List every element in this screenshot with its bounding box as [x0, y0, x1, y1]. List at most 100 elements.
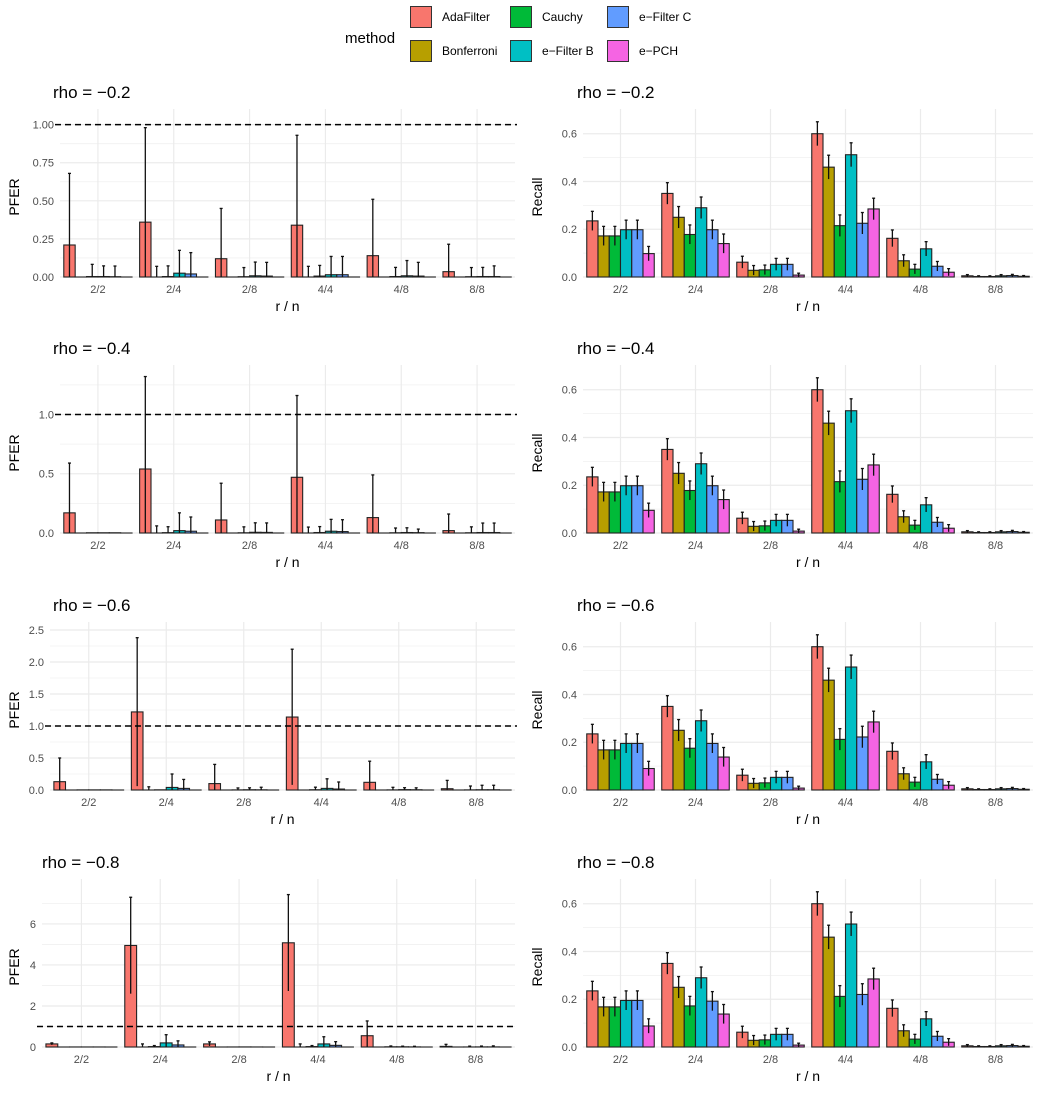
x-tick-label: 2/2: [613, 1054, 628, 1066]
y-tick-label: 0.0: [29, 785, 44, 797]
bar: [811, 133, 824, 278]
x-tick-label: 4/8: [913, 797, 928, 809]
y-tick-label: 0.75: [33, 158, 54, 170]
x-tick-label: 2/8: [763, 797, 778, 809]
legend-label-cauchy: Cauchy: [542, 10, 583, 24]
legend-key-efilter-c: [607, 6, 629, 28]
y-tick-label: 0.6: [562, 899, 577, 911]
legend-item-adafilter: AdaFilter: [410, 6, 490, 28]
x-tick-label: 8/8: [988, 1054, 1003, 1066]
legend-key-cauchy: [510, 6, 532, 28]
x-tick-label: 8/8: [469, 797, 484, 809]
y-tick-label: 0.4: [562, 689, 577, 701]
x-axis-label: r / n: [796, 298, 820, 314]
x-tick-label: 2/2: [74, 1054, 89, 1066]
x-tick-label: 2/4: [688, 284, 703, 296]
bar: [811, 646, 824, 791]
panel-title: rho = −0.4: [53, 339, 131, 358]
y-tick-label: 0.5: [29, 753, 44, 765]
bar: [661, 192, 674, 278]
x-tick-label: 2/4: [159, 797, 174, 809]
y-tick-label: 0.0: [562, 272, 577, 284]
y-axis-label: PFER: [6, 434, 22, 471]
legend: method AdaFilter Bonferroni Cauchy e−Fil…: [345, 6, 725, 66]
x-tick-label: 4/4: [318, 284, 333, 296]
y-tick-label: 2.0: [29, 657, 44, 669]
y-tick-label: 0.5: [39, 469, 54, 481]
panel-pfer-2: 0.0 0.5 1.0 2/2 2/4 2/8 4/4 4/8 8/8 rho = −0.4 r /…: [6, 339, 517, 570]
x-tick-label: 2/4: [166, 540, 181, 552]
y-tick-label: 0: [30, 1042, 36, 1054]
bar: [661, 705, 674, 791]
x-tick-label: 4/4: [838, 1054, 853, 1066]
y-tick-label: 1.5: [29, 689, 44, 701]
x-tick-label: 2/2: [613, 797, 628, 809]
legend-label-adafilter: AdaFilter: [442, 10, 491, 24]
panel-title: rho = −0.6: [577, 596, 655, 615]
y-tick-label: 0.6: [562, 642, 577, 654]
panel-pfer-1: 0.00 0.25 0.50 0.75 1.00 2/2 2/4 2/8 4/4 4/8 8/8 rh…: [6, 83, 517, 314]
y-tick-label: 0.50: [33, 196, 54, 208]
x-tick-label: 2/4: [166, 284, 181, 296]
x-tick-label: 2/2: [90, 540, 105, 552]
x-tick-label: 2/4: [688, 1054, 703, 1066]
legend-item-efilter-b: e−Filter B: [510, 40, 594, 62]
legend-key-adafilter: [410, 6, 432, 28]
legend-key-efilter-b: [510, 40, 532, 62]
bar: [822, 679, 835, 791]
y-tick-label: 0.0: [562, 1042, 577, 1054]
panel-title: rho = −0.8: [577, 853, 655, 872]
x-tick-label: 4/8: [394, 540, 409, 552]
x-axis-label: r / n: [796, 1068, 820, 1084]
x-axis-label: r / n: [275, 298, 299, 314]
x-tick-label: 4/4: [314, 797, 329, 809]
y-tick-label: 0.6: [562, 129, 577, 141]
x-tick-label: 2/8: [236, 797, 251, 809]
legend-title: method: [345, 30, 396, 47]
x-tick-label: 2/8: [763, 1054, 778, 1066]
x-axis-label: r / n: [275, 554, 299, 570]
x-axis-label: r / n: [796, 554, 820, 570]
bar: [811, 903, 824, 1048]
y-tick-label: 1.0: [29, 721, 44, 733]
x-tick-label: 4/4: [838, 797, 853, 809]
x-tick-label: 8/8: [469, 284, 484, 296]
x-tick-label: 2/8: [763, 540, 778, 552]
x-tick-label: 4/4: [838, 540, 853, 552]
y-tick-label: 0.0: [562, 528, 577, 540]
y-tick-label: 0.2: [562, 224, 577, 236]
bar: [844, 923, 858, 1048]
x-tick-label: 4/8: [391, 797, 406, 809]
panel-title: rho = −0.2: [53, 83, 131, 102]
x-tick-label: 2/8: [763, 284, 778, 296]
legend-item-bonferroni: Bonferroni: [410, 40, 497, 62]
legend-item-epch: e−PCH: [607, 40, 678, 62]
x-axis-label: r / n: [266, 1068, 290, 1084]
y-tick-label: 2.5: [29, 625, 44, 637]
y-tick-label: 0.2: [562, 994, 577, 1006]
x-tick-label: 4/8: [913, 1054, 928, 1066]
bar: [844, 410, 858, 534]
y-tick-label: 0.4: [562, 432, 577, 444]
x-tick-label: 8/8: [468, 1054, 483, 1066]
y-tick-label: 0.0: [39, 528, 54, 540]
y-tick-label: 0.6: [562, 385, 577, 397]
legend-label-epch: e−PCH: [639, 44, 679, 58]
x-axis-label: r / n: [796, 811, 820, 827]
panel-pfer-3: 0.0 0.5 1.0 1.5 2.0 2.5 2/2 2/4 2/8 4/4 4/8 8/8 rho …: [6, 596, 517, 827]
legend-label-bonferroni: Bonferroni: [442, 44, 498, 58]
x-tick-label: 4/4: [318, 540, 333, 552]
panel-recall-2: 0.0 0.2 0.4 0.6 2/2 2/4 2/8 4/4 4/8 8/8 rho = −0.4…: [529, 339, 1033, 570]
panel-recall-3: 0.0 0.2 0.4 0.6 2/2 2/4 2/8 4/4 4/8 8/8 rho = −0.6…: [529, 596, 1033, 827]
y-tick-label: 0.0: [562, 785, 577, 797]
x-tick-label: 2/8: [231, 1054, 246, 1066]
y-tick-label: 0.2: [562, 737, 577, 749]
y-tick-label: 0.00: [33, 272, 54, 284]
panel-title: rho = −0.6: [53, 596, 131, 615]
x-tick-label: 2/8: [242, 540, 257, 552]
y-axis-label: PFER: [6, 691, 22, 728]
bar: [661, 448, 674, 534]
x-tick-label: 2/4: [688, 797, 703, 809]
y-tick-label: 4: [30, 960, 36, 972]
legend-item-efilter-c: e−Filter C: [607, 6, 691, 28]
